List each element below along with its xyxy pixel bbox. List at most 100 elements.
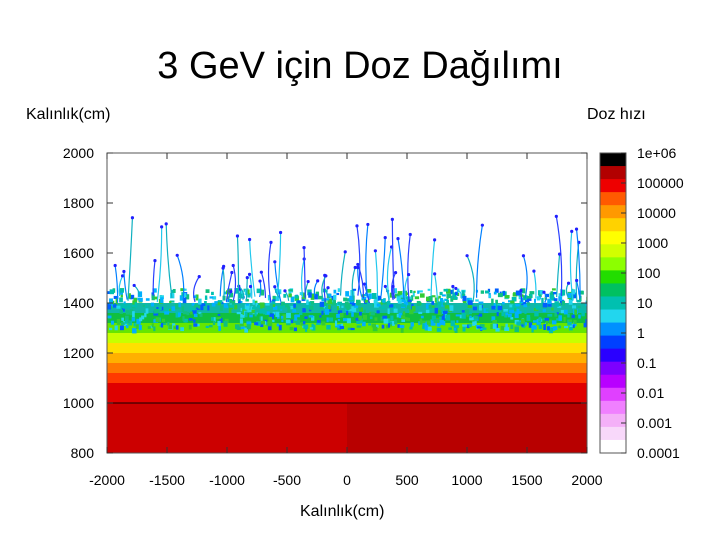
dose-noise-cell	[337, 302, 340, 309]
dose-noise-cell	[246, 324, 251, 330]
heatmap-shield-right	[347, 403, 587, 453]
dose-noise-cell	[188, 318, 193, 321]
dose-spike	[356, 225, 361, 296]
dose-noise-cell	[558, 315, 562, 321]
dose-noise-cell	[234, 288, 240, 294]
dose-noise-cell	[158, 317, 161, 322]
dose-noise-cell	[118, 304, 123, 310]
dose-noise-cell	[373, 301, 379, 308]
dose-noise-cell	[205, 325, 209, 329]
dose-noise-cell	[509, 309, 515, 314]
dose-noise-cell	[393, 308, 398, 313]
dose-noise-cell	[510, 300, 515, 304]
dose-noise-cell	[136, 318, 141, 325]
dose-noise-cell	[574, 309, 578, 315]
dose-noise-cell	[112, 303, 117, 308]
dose-noise-cell	[151, 323, 154, 328]
dose-noise-cell	[249, 314, 253, 318]
dose-noise-cell	[501, 301, 505, 305]
colorbar-segment	[600, 244, 626, 258]
dose-noise-cell	[556, 318, 559, 321]
dose-noise-cell	[139, 317, 143, 322]
dose-noise-cell	[548, 319, 552, 325]
dose-noise-cell	[324, 299, 327, 306]
dose-noise-cell	[572, 289, 576, 295]
dose-spike-tip	[120, 274, 125, 278]
dose-noise-cell	[115, 298, 118, 305]
dose-noise-cell	[541, 297, 544, 304]
dose-noise-cell	[526, 302, 530, 306]
colorbar-tick-label: 0.01	[637, 385, 664, 401]
dose-spike-tip	[259, 270, 263, 274]
dose-noise-cell	[293, 327, 298, 332]
dose-noise-cell	[396, 295, 401, 302]
dose-noise-cell	[542, 302, 548, 308]
dose-noise-cell	[125, 324, 129, 329]
dose-noise-cell	[510, 306, 516, 313]
dose-spike-tip	[175, 253, 179, 257]
dose-noise-cell	[492, 319, 497, 324]
colorbar-tick-label: 0.0001	[637, 445, 680, 461]
dose-noise-cell	[205, 289, 210, 293]
dose-noise-cell	[443, 288, 449, 292]
dose-noise-cell	[135, 324, 139, 329]
dose-noise-cell	[553, 298, 558, 302]
dose-noise-cell	[523, 304, 528, 308]
dose-noise-cell	[522, 295, 526, 300]
dose-noise-cell	[188, 324, 192, 330]
dose-noise-cell	[368, 293, 372, 299]
dose-spike-tip	[396, 237, 400, 241]
dose-noise-cell	[164, 308, 169, 313]
dose-noise-cell	[170, 289, 174, 296]
dose-noise-cell	[219, 318, 223, 323]
dose-noise-cell	[512, 304, 516, 308]
dose-noise-cell	[328, 317, 334, 322]
dose-noise-cell	[538, 317, 542, 322]
dose-spike	[533, 271, 537, 299]
dose-noise-cell	[256, 321, 261, 326]
dose-noise-cell	[172, 288, 176, 293]
dose-noise-cell	[131, 317, 136, 322]
dose-noise-cell	[478, 301, 484, 304]
dose-spike	[123, 271, 128, 300]
dose-noise-cell	[549, 292, 555, 299]
dose-spike	[303, 247, 306, 298]
dose-noise-cell	[551, 307, 554, 311]
dose-noise-cell	[426, 296, 430, 302]
dose-spike	[404, 274, 410, 301]
dose-noise-cell	[316, 320, 321, 325]
dose-noise-cell	[397, 291, 403, 295]
dose-noise-cell	[457, 292, 460, 296]
dose-noise-cell	[254, 310, 257, 317]
dose-noise-cell	[410, 295, 414, 301]
dose-spike-tip	[391, 284, 395, 289]
dose-noise-cell	[510, 317, 514, 320]
dose-noise-cell	[568, 326, 573, 331]
dose-noise-cell	[259, 302, 265, 308]
dose-noise-cell	[416, 300, 421, 306]
colorbar-tick-label: 100	[637, 265, 661, 281]
dose-noise-cell	[272, 311, 276, 315]
dose-spike	[114, 265, 119, 303]
dose-noise-cell	[456, 320, 459, 323]
dose-noise-cell	[272, 295, 276, 302]
dose-noise-cell	[193, 313, 198, 318]
colorbar-label: Doz hızı	[587, 106, 646, 123]
dose-noise-cell	[539, 290, 544, 295]
dose-spike-tip	[248, 237, 252, 242]
dose-noise-cell	[150, 302, 155, 307]
dose-noise-cell	[561, 300, 566, 306]
dose-spike	[380, 237, 386, 296]
dose-noise-cell	[195, 306, 199, 309]
dose-noise-cell	[194, 304, 199, 308]
dose-noise-cell	[356, 325, 362, 328]
dose-noise-cell	[516, 306, 519, 310]
dose-noise-cell	[439, 291, 443, 296]
dose-noise-cell	[327, 298, 333, 305]
dose-noise-cell	[431, 295, 436, 298]
dose-noise-cell	[260, 316, 263, 322]
dose-noise-cell	[519, 311, 522, 314]
dose-noise-cell	[201, 303, 206, 306]
colorbar-tick-label: 1e+06	[637, 145, 677, 161]
heatmap-layer	[107, 214, 587, 453]
